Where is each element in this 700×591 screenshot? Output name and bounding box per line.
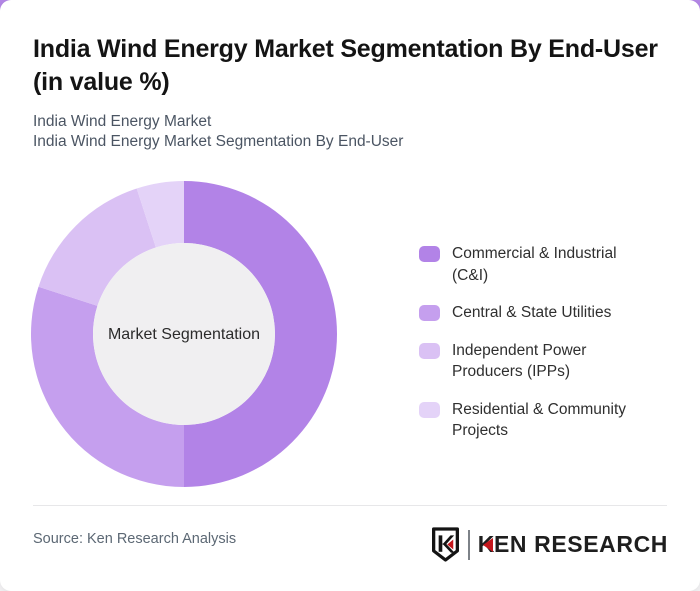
chart-center-label: Market Segmentation [108,326,260,343]
source-text: Source: Ken Research Analysis [33,531,237,547]
legend-item: Commercial & Industrial (C&I) [419,243,649,286]
red-triangle-icon [447,539,454,550]
brand-wordmark: KEN RESEARCH [478,531,668,558]
donut-slices [31,181,337,487]
page-title: India Wind Energy Market Segmentation By… [33,33,683,99]
legend-label: Central & State Utilities [452,304,612,321]
donut-slice-1 [184,181,337,487]
subtitle-line-2: India Wind Energy Market Segmentation By… [33,133,404,150]
legend-item: Residential & Community Projects [419,399,649,442]
donut-chart: Market Segmentation [30,180,338,488]
color-swatch-icon [419,342,440,359]
donut-slice-2 [31,286,184,487]
ken-research-shield-icon [431,527,459,562]
legend-item: Independent Power Producers (IPPs) [419,340,649,383]
logo-divider [467,529,470,560]
page-title-line-2: (in value %) [33,68,170,96]
legend-label: Residential & Community Projects [452,400,627,440]
brand-rest: EN RESEARCH [493,531,668,557]
donut-center-circle [93,243,275,425]
legend-item: Central & State Utilities [419,302,649,324]
donut-slice-3 [38,188,156,306]
ken-research-logo: KEN RESEARCH [430,526,668,563]
page-title-line-1: India Wind Energy Market Segmentation By… [33,35,658,63]
color-swatch-icon [419,246,440,262]
color-swatch-icon [419,305,440,321]
red-triangle-icon [482,538,493,552]
donut-slice-4 [136,181,184,248]
legend-label: Independent Power Producers (IPPs) [452,341,587,381]
donut-chart-svg: Market Segmentation [31,181,337,487]
chart-subtitle: India Wind Energy Market India Wind Ener… [33,112,673,152]
color-swatch-icon [419,401,440,418]
chart-legend: Commercial & Industrial (C&I) Central & … [419,243,649,458]
footer-divider [33,505,667,506]
legend-label: Commercial & Industrial (C&I) [452,245,617,284]
subtitle-line-1: India Wind Energy Market [33,113,212,130]
